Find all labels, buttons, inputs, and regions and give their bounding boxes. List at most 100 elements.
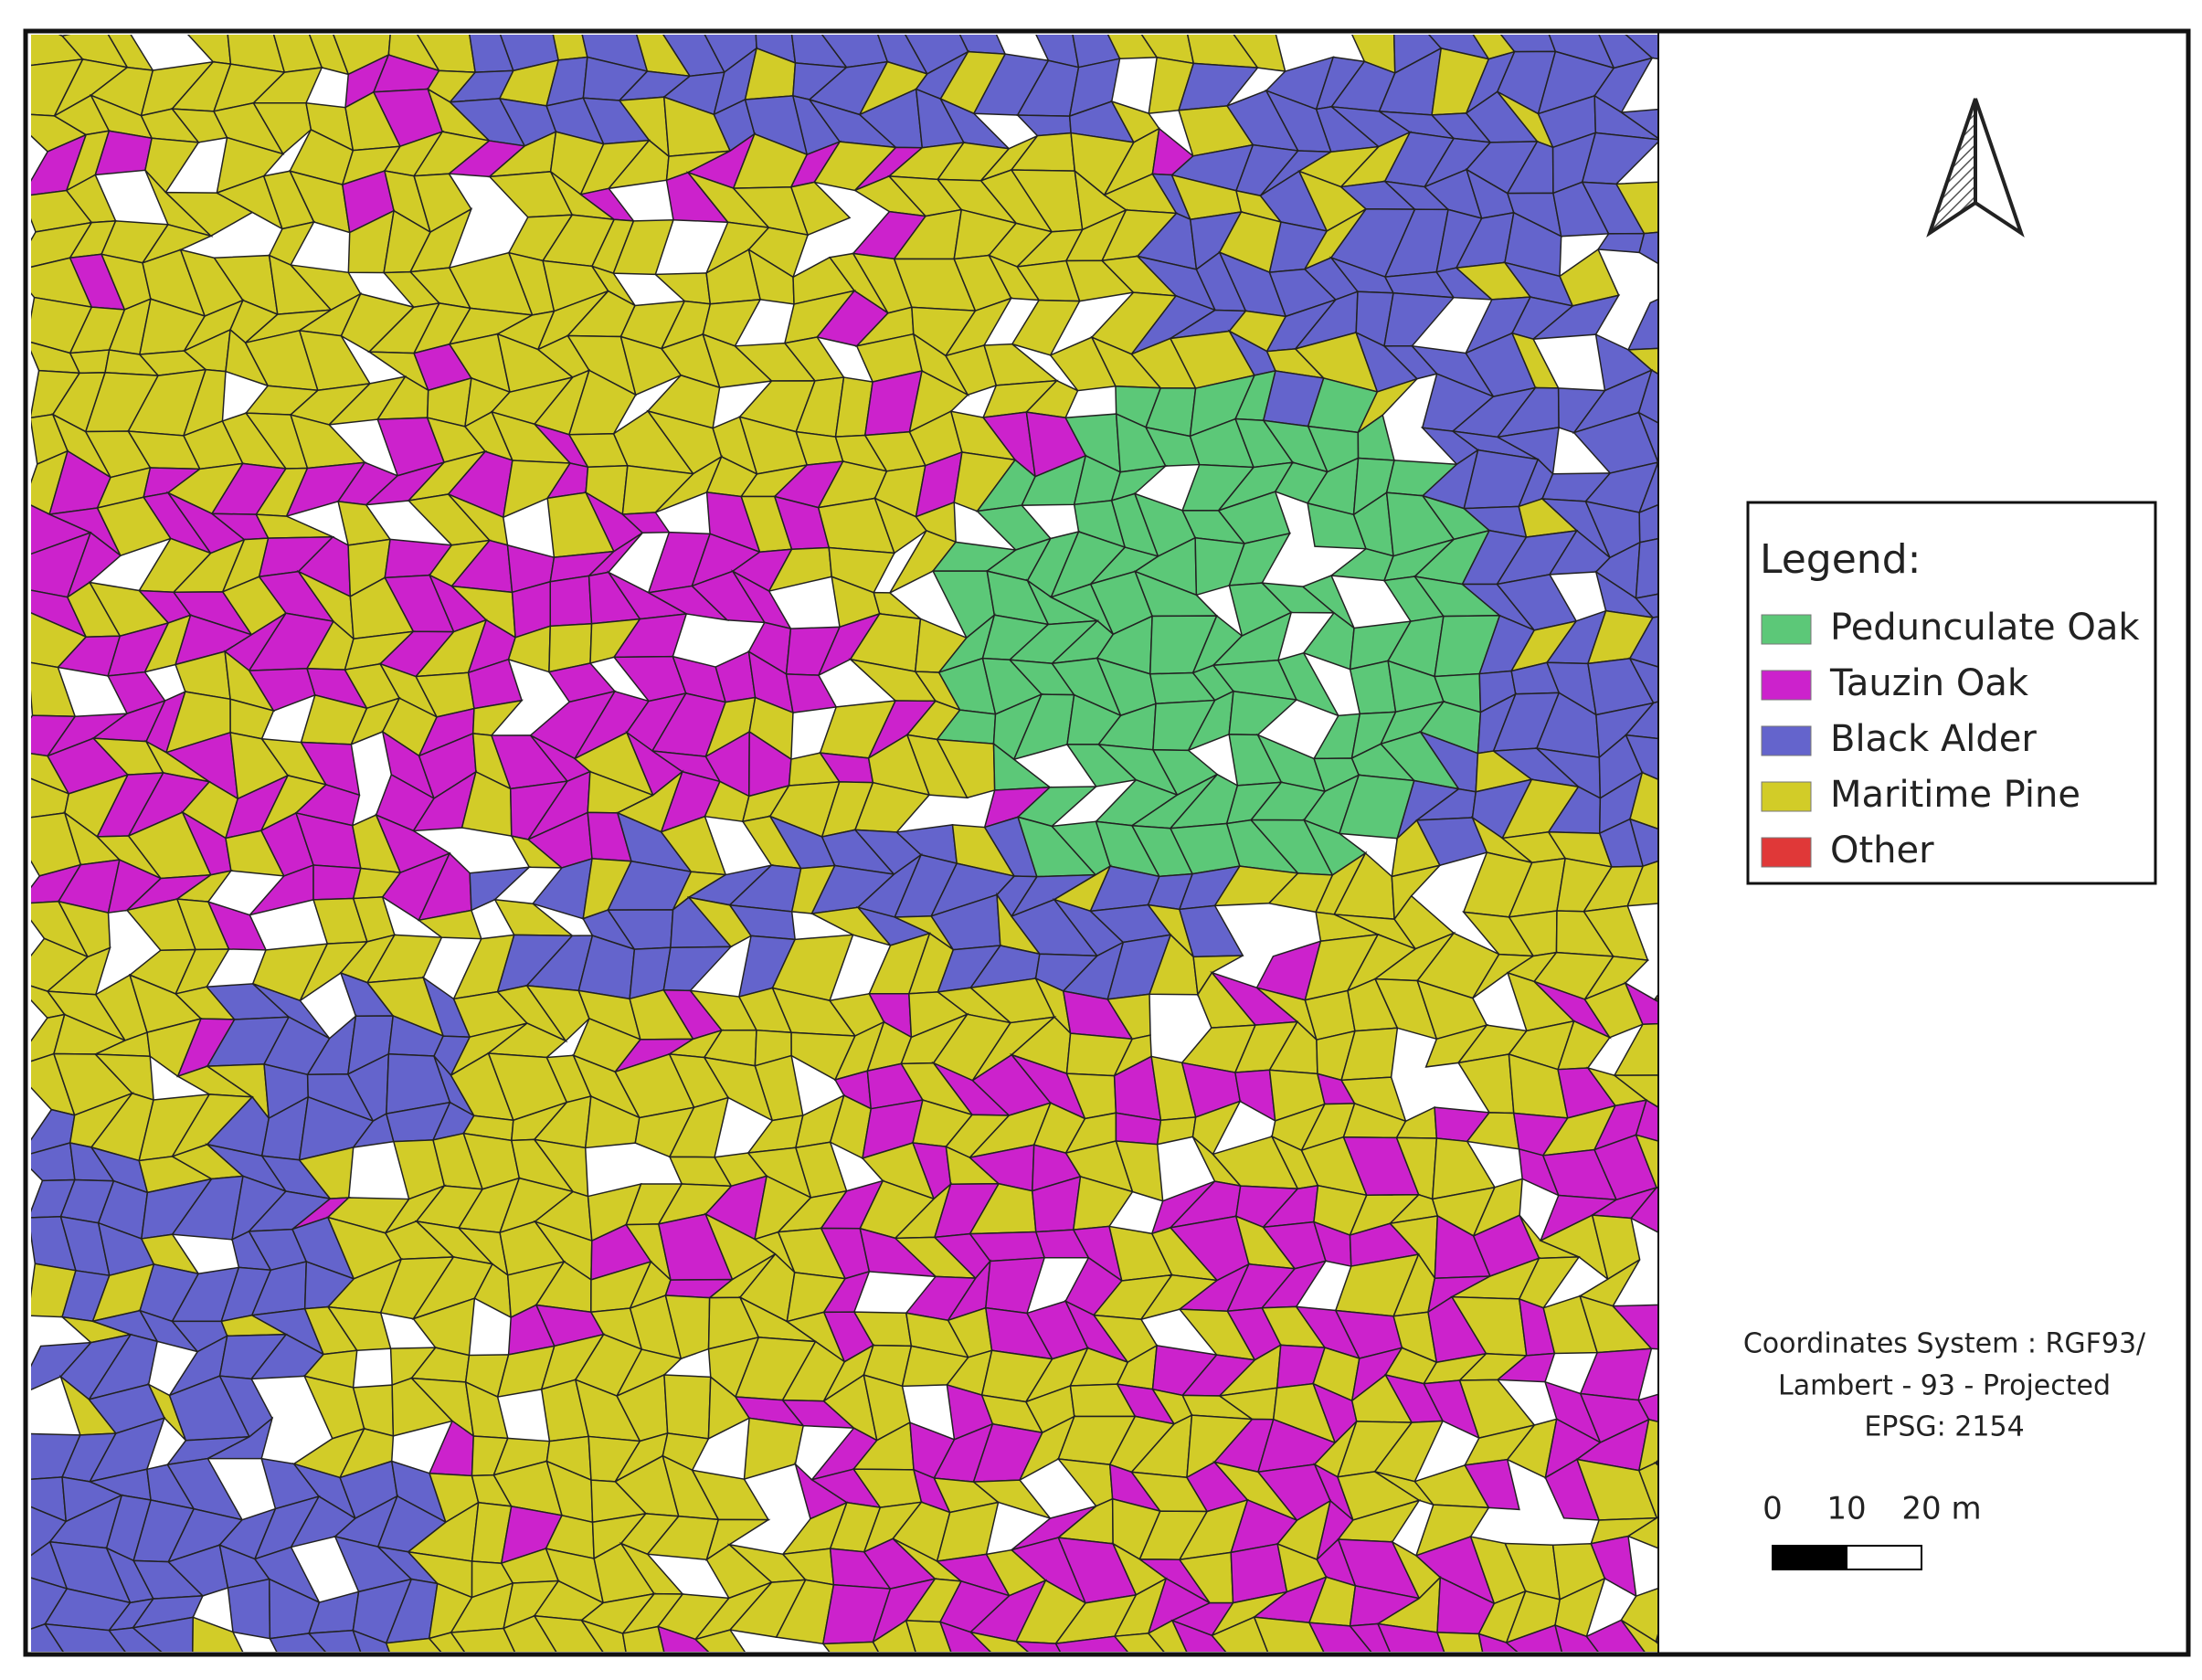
- tree-crown: [549, 575, 593, 628]
- legend-title: Legend:: [1760, 536, 1921, 583]
- tree-crown: [1637, 369, 1658, 424]
- tree-crown: [834, 1676, 891, 1680]
- tree-crown: [582, 1664, 630, 1680]
- tree-crown: [1585, 1619, 1646, 1652]
- tree-crown: [1635, 537, 1658, 599]
- legend-label: Tauzin Oak: [1829, 662, 2029, 704]
- tree-crown: [487, 1667, 569, 1680]
- tree-crown: [1626, 298, 1658, 351]
- legend-label: Black Alder: [1830, 718, 2037, 760]
- north-arrow: [1926, 98, 2025, 238]
- scale-label: 10: [1826, 1491, 1866, 1527]
- tree-crown: [1626, 1516, 1658, 1549]
- tree-crown: [1292, 1662, 1379, 1680]
- tree-crown: [1626, 860, 1658, 907]
- tree-crown: [43, 1622, 126, 1652]
- tree-crown: [904, 1671, 958, 1680]
- tree-crown: [1464, 1458, 1520, 1511]
- tree-crown: [385, 1637, 442, 1652]
- tree-crown: [789, 181, 852, 237]
- legend: Legend: Pedunculate Oak Tauzin Oak Black A…: [1746, 501, 2157, 885]
- tree-crown: [450, 1627, 516, 1652]
- tree-crown: [1637, 1462, 1658, 1519]
- tree-crown: [1624, 981, 1658, 1026]
- tree-crown: [1253, 1616, 1325, 1652]
- tree-crown: [1536, 1662, 1617, 1680]
- tree-crown: [1613, 1022, 1658, 1076]
- tree-crown: [1435, 1632, 1484, 1652]
- scale-label: 20 m: [1901, 1491, 1981, 1527]
- tree-crown: [135, 1659, 192, 1680]
- tree-crown: [1383, 1657, 1446, 1680]
- tree-crown: [1628, 657, 1658, 704]
- legend-swatch: [1761, 837, 1812, 868]
- tree-crown: [1625, 734, 1658, 781]
- tree-crown: [103, 1659, 170, 1680]
- tree-crown: [1519, 1662, 1564, 1680]
- tree-crown: [1096, 1658, 1171, 1680]
- tree-crown: [1626, 347, 1658, 375]
- tree-crown: [1620, 1619, 1658, 1652]
- tree-crown: [1307, 1622, 1372, 1652]
- tree-crown: [1054, 1658, 1133, 1680]
- tree-crown: [1652, 998, 1658, 1003]
- tree-crown: [352, 1629, 390, 1652]
- coordinates-line: Lambert - 93 - Projected: [1778, 1370, 2111, 1402]
- tree-crown: [451, 1657, 522, 1680]
- tree-crown: [1349, 1622, 1391, 1652]
- tree-crown: [1147, 1619, 1188, 1652]
- tree-crown: [269, 1632, 326, 1652]
- scale-segment: [1846, 1545, 1922, 1570]
- tree-crown: [740, 1656, 806, 1680]
- tree-crown: [663, 1374, 712, 1440]
- tree-crown: [1477, 1632, 1519, 1652]
- legend-label: Other: [1830, 829, 1934, 872]
- tree-crown: [863, 1675, 923, 1680]
- tree-crown: [428, 1632, 466, 1652]
- tree-crown: [1211, 1616, 1269, 1652]
- tree-crown: [131, 1616, 195, 1652]
- tree-crown: [351, 1664, 394, 1680]
- tree-crown: [1611, 1304, 1658, 1350]
- tree-crown: [107, 1627, 163, 1652]
- tree-crown: [411, 1657, 469, 1680]
- coordinates-line: Coordinates System : RGF93/: [1743, 1328, 2146, 1360]
- legend-swatch: [1761, 725, 1812, 756]
- tree-crown: [872, 1619, 916, 1652]
- tree-crown: [192, 1616, 244, 1652]
- tree-crown: [1553, 1623, 1599, 1652]
- tree-crown: [657, 1625, 710, 1652]
- tree-crown: [379, 1657, 446, 1680]
- tree-crown: [533, 1614, 604, 1652]
- tree-crown: [1034, 1670, 1076, 1680]
- tree-crown: [699, 1662, 763, 1680]
- legend-label: Pedunculate Oak: [1830, 607, 2140, 649]
- tree-crown: [821, 1641, 880, 1652]
- tree-crown: [1573, 1657, 1648, 1680]
- tree-crown: [938, 1621, 991, 1652]
- tree-crown: [1376, 1622, 1445, 1652]
- coordinates: Coordinates System : RGF93/ Lambert - 93…: [1743, 1328, 2146, 1443]
- tree-crown: [265, 1657, 331, 1680]
- tree-crown: [1271, 1664, 1337, 1680]
- tree-crown: [1635, 1134, 1658, 1189]
- tree-crown: [579, 1619, 627, 1652]
- tree-crown: [1637, 1393, 1658, 1423]
- tree-crown: [1339, 1662, 1399, 1680]
- tree-crown: [1625, 35, 1658, 60]
- tree-crown: [1054, 1635, 1128, 1652]
- tree-crown: [1414, 1657, 1486, 1680]
- scale-bar: 0 10 20 m: [1763, 1491, 1982, 1570]
- tree-crown: [219, 1668, 285, 1680]
- tree-crown: [693, 1629, 746, 1652]
- tree-crown: [1170, 1619, 1227, 1652]
- legend-swatch: [1761, 781, 1812, 812]
- tree-crown: [227, 1578, 271, 1640]
- tree-crown: [1614, 181, 1658, 235]
- tree-crown: [1635, 1099, 1658, 1142]
- tree-crown: [1628, 616, 1658, 668]
- scale-label: 0: [1763, 1491, 1783, 1527]
- tree-crown: [31, 1622, 64, 1652]
- tree-crown: [1625, 701, 1658, 740]
